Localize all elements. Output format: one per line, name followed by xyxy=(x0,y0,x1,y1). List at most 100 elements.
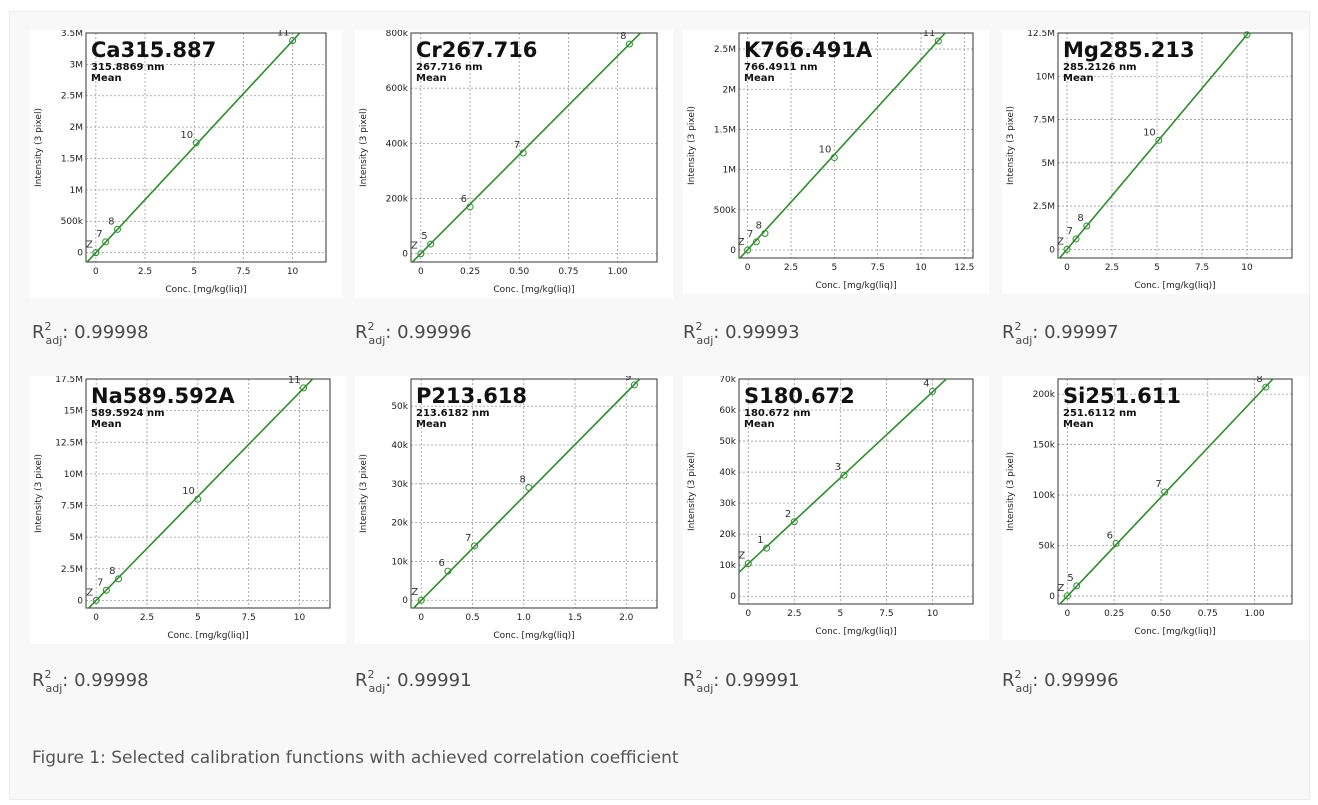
x-tick-label: 0 xyxy=(1064,609,1070,619)
grid-lines xyxy=(411,379,657,608)
point-label: Z xyxy=(738,237,745,248)
y-tick-label: 10k xyxy=(391,557,408,567)
r2-value: : 0.99996 xyxy=(385,322,472,343)
y-tick-label: 0 xyxy=(77,249,83,259)
calibration-chart-5: 0 0.5 1.0 1.5 2.0 0 10k 20k 30k 40k 50k Conc. [mg/k… xyxy=(355,376,673,644)
x-tick-label: 5 xyxy=(831,263,837,273)
r2-adjusted-label: R2adj: 0.99996 xyxy=(355,320,472,347)
x-tick-label: 0.75 xyxy=(558,267,578,277)
r2-symbol: R xyxy=(683,670,696,691)
r2-value: : 0.99998 xyxy=(62,670,149,691)
calibration-chart-4: 0 2.5 5 7.5 10 0 2.5M 5M 7.5M 10M 12.5M 15M 17.5M Con… xyxy=(30,376,346,644)
point-label: 6 xyxy=(439,558,445,569)
y-tick-label: 0 xyxy=(1049,592,1055,602)
x-axis-label: Conc. [mg/kg(liq)] xyxy=(815,281,896,291)
r2-subscript: adj xyxy=(45,334,63,347)
calibration-fit-line xyxy=(1058,33,1250,258)
r2-value: : 0.99991 xyxy=(713,670,800,691)
chart-svg: 0 2.5 5 7.5 10 12.5 0 500k 1M 1.5M 2M 2.5M Conc. [mg… xyxy=(687,30,974,291)
x-tick-label: 10 xyxy=(287,267,299,277)
calibration-point xyxy=(1155,136,1163,144)
calibration-point xyxy=(115,575,123,583)
y-tick-label: 500k xyxy=(714,206,737,216)
x-tick-label: 2.5 xyxy=(1105,263,1119,273)
y-axis-label: Intensity (3 pixel) xyxy=(687,452,697,531)
calibration-point xyxy=(1083,222,1091,230)
r2-superscript: 2 xyxy=(695,668,703,681)
chart-wavelength: 180.672 nm xyxy=(744,408,811,419)
x-tick-label: 0 xyxy=(93,267,99,277)
point-label: 4 xyxy=(923,378,929,389)
y-tick-label: 500k xyxy=(61,217,84,227)
y-tick-label: 0 xyxy=(1049,245,1055,255)
calibration-point xyxy=(763,544,771,552)
y-axis-label: Intensity (3 pixel) xyxy=(359,454,369,533)
r2-symbol: R xyxy=(355,322,368,343)
x-tick-label: 0 xyxy=(93,613,99,623)
plot-area-border xyxy=(410,32,658,263)
x-tick-label: 10 xyxy=(1241,263,1253,273)
x-tick-label: 5 xyxy=(191,267,197,277)
grid-lines xyxy=(1058,379,1292,604)
x-tick-label: 2.0 xyxy=(619,613,634,623)
point-label: 7 xyxy=(1067,226,1073,237)
x-axis-label: Conc. [mg/kg(liq)] xyxy=(1134,627,1215,637)
r2-symbol: R xyxy=(32,322,45,343)
x-tick-label: 10 xyxy=(927,609,939,619)
point-label: Z xyxy=(411,241,418,252)
calibration-point xyxy=(1072,235,1080,243)
calibration-fit-line xyxy=(87,379,314,608)
x-tick-label: 7.5 xyxy=(242,613,256,623)
calibration-fit-line xyxy=(1058,379,1274,604)
y-tick-label: 0 xyxy=(402,250,408,260)
x-tick-label: 1.0 xyxy=(517,613,532,623)
y-tick-label: 1M xyxy=(70,186,84,196)
y-tick-label: 50k xyxy=(1038,541,1055,551)
x-tick-label: 2.5 xyxy=(140,613,154,623)
point-label: 7 xyxy=(465,533,471,544)
point-label: 8 xyxy=(756,220,762,231)
calibration-point xyxy=(525,484,533,492)
chart-title: Na589.592A xyxy=(91,384,235,408)
y-tick-label: 400k xyxy=(386,139,409,149)
chart-title: Mg285.213 xyxy=(1063,38,1195,62)
r2-subscript: adj xyxy=(696,682,714,695)
x-tick-label: 1.00 xyxy=(1245,609,1265,619)
x-tick-label: 5 xyxy=(1154,263,1160,273)
point-label: 6 xyxy=(1107,530,1113,541)
y-tick-label: 10M xyxy=(64,470,83,480)
point-label: 7 xyxy=(514,140,520,151)
x-tick-label: 0 xyxy=(418,267,424,277)
calibration-point xyxy=(519,149,527,157)
r2-subscript: adj xyxy=(1015,682,1033,695)
plot-area-border xyxy=(85,378,331,609)
chart-statistic: Mean xyxy=(91,73,122,84)
y-axis-label: Intensity (3 pixel) xyxy=(359,108,369,187)
point-label: 8 xyxy=(620,31,626,42)
y-axis-label: Intensity (3 pixel) xyxy=(1006,452,1016,531)
point-label: 11 xyxy=(288,376,301,386)
x-tick-label: 0.25 xyxy=(460,267,480,277)
chart-wavelength: 315.8869 nm xyxy=(91,62,165,73)
figure-caption: Figure 1: Selected calibration functions… xyxy=(32,748,679,768)
x-tick-label: 0.5 xyxy=(465,613,479,623)
y-tick-label: 3.5M xyxy=(61,30,83,39)
calibration-point xyxy=(466,203,474,211)
y-tick-label: 2.5M xyxy=(61,565,83,575)
y-tick-label: 20k xyxy=(719,530,736,540)
chart-title: Si251.611 xyxy=(1063,384,1181,408)
point-label: 2 xyxy=(785,509,791,520)
x-axis-label: Conc. [mg/kg(liq)] xyxy=(493,631,574,641)
x-axis-label: Conc. [mg/kg(liq)] xyxy=(1134,281,1215,291)
grid-lines xyxy=(739,378,973,604)
y-tick-label: 30k xyxy=(719,499,736,509)
point-label: 8 xyxy=(1077,213,1083,224)
chart-wavelength: 766.4911 nm xyxy=(744,62,818,73)
x-tick-label: 7.5 xyxy=(236,267,250,277)
r2-symbol: R xyxy=(1002,322,1015,343)
y-tick-label: 10M xyxy=(1036,72,1055,82)
point-label: 6 xyxy=(461,194,467,205)
point-label: 11 xyxy=(923,30,936,39)
x-tick-label: 5 xyxy=(195,613,201,623)
r2-adjusted-label: R2adj: 0.99996 xyxy=(1002,668,1119,695)
